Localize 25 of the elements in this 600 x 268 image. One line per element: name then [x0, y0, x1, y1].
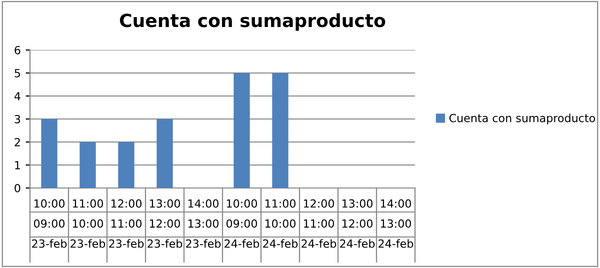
x-tick-label: 14:00 13:00 24-feb [378, 199, 414, 248]
x-tick-label: 12:00 11:00 23-feb [109, 199, 144, 248]
y-tick-label: 4 [14, 92, 20, 100]
legend-label: Cuenta con sumaproducto [449, 114, 596, 124]
y-tick-label: 3 [14, 114, 20, 124]
x-tick-label: 10:00 09:00 23-feb [32, 199, 67, 248]
chart-title: Cuenta con sumaproducto [120, 13, 386, 31]
bar [272, 73, 288, 188]
bar [41, 119, 58, 188]
bar [234, 73, 250, 188]
bar [80, 142, 96, 188]
x-tick-label: 10:00 09:00 24-feb [224, 199, 260, 248]
y-tick-label: 0 [14, 184, 20, 192]
y-tick-label: 2 [14, 138, 20, 146]
y-tick-label: 1 [15, 161, 20, 170]
y-tick-label: 6 [14, 46, 20, 54]
x-tick-label: 11:00 10:00 23-feb [70, 199, 106, 248]
x-tick-label: 13:00 12:00 23-feb [148, 199, 182, 248]
x-tick-label: 13:00 12:00 24-feb [340, 199, 375, 248]
x-tick-label: 14:00 13:00 23-feb [186, 199, 221, 248]
y-tick-label: 5 [14, 69, 20, 78]
bar [156, 119, 173, 188]
bar [118, 142, 134, 188]
x-tick-label: 11:00 10:00 24-feb [263, 199, 298, 248]
x-tick-label: 12:00 11:00 24-feb [302, 199, 336, 248]
